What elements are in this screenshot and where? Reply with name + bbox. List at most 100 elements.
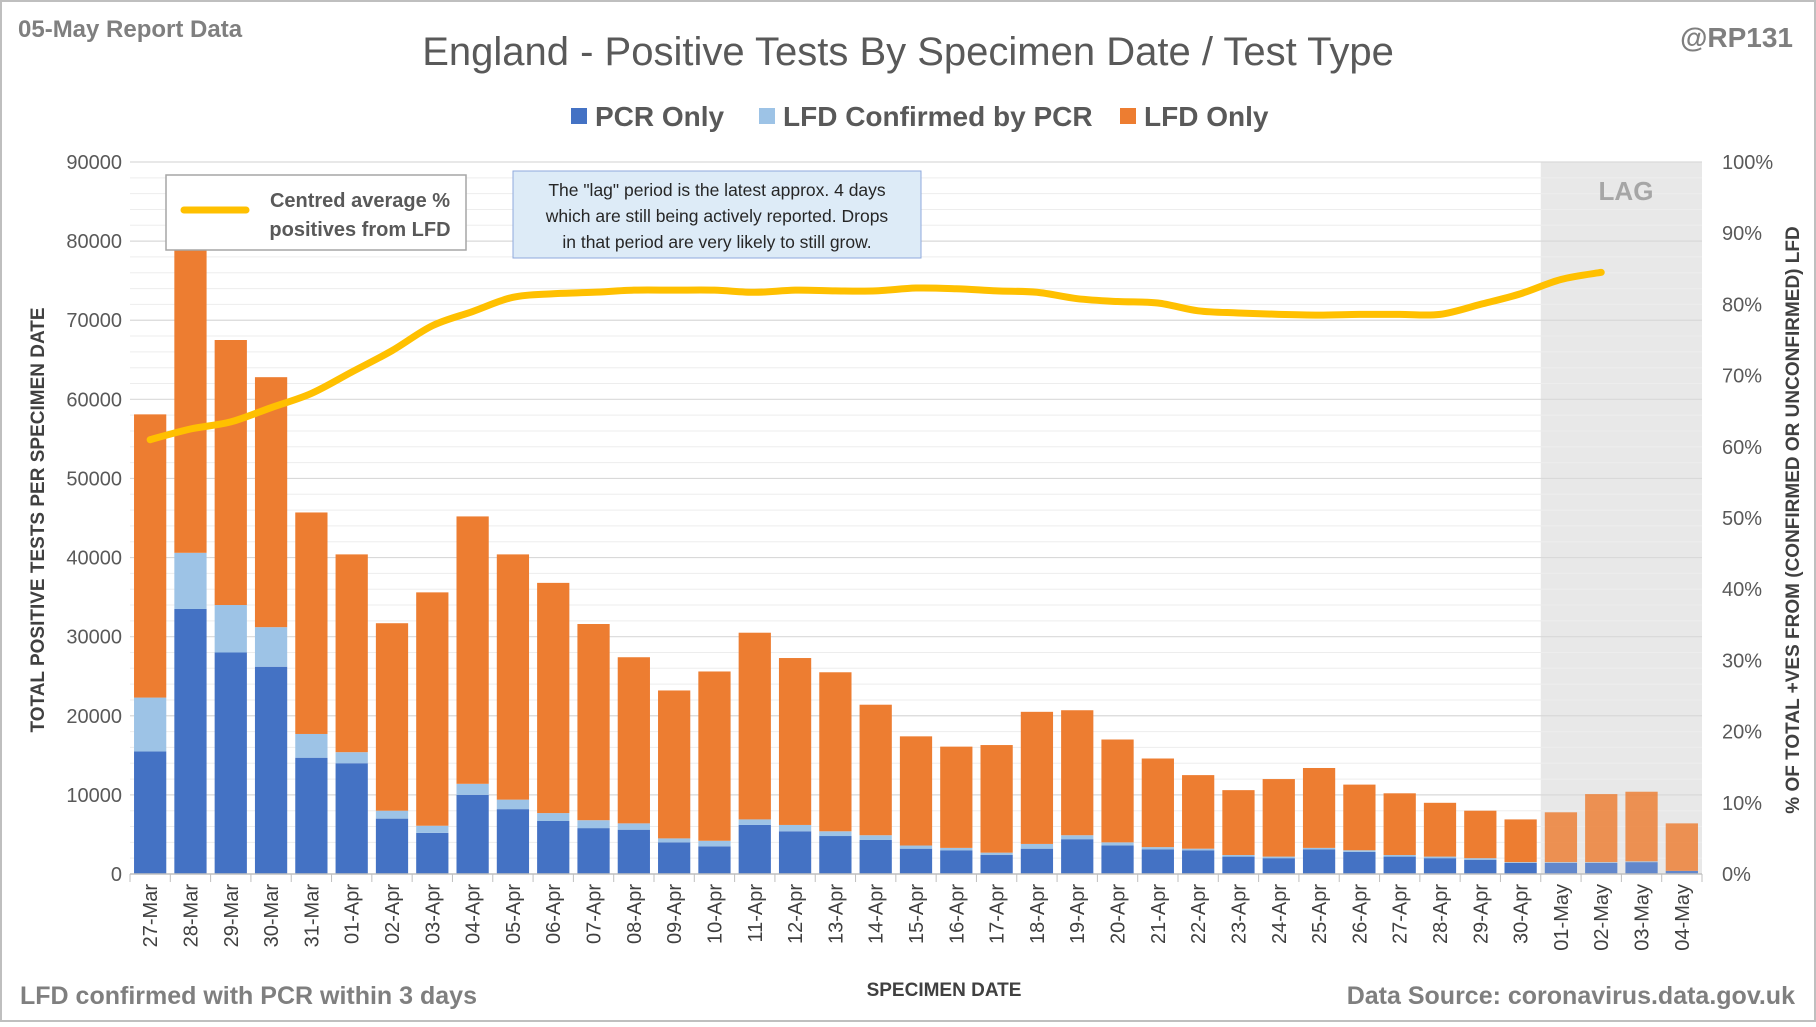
bar-pcr-only-19-Apr <box>1061 839 1094 874</box>
x-tick-label: 08-Apr <box>624 884 646 944</box>
bar-lfd-only-18-Apr <box>1020 711 1054 844</box>
y-tick-label: 20000 <box>66 706 122 728</box>
legend: PCR Only LFD Confirmed by PCR LFD Only <box>571 101 1269 132</box>
bar-pcr-only-02-May <box>1585 862 1618 874</box>
bar-pcr-only-22-Apr <box>1182 850 1215 874</box>
bar-lfd-confirmed-by-pcr-10-Apr <box>698 840 731 847</box>
bar-pcr-only-01-Apr <box>335 763 368 874</box>
x-tick-label: 25-Apr <box>1309 884 1331 944</box>
bar-lfd-confirmed-by-pcr-29-Mar <box>214 605 247 653</box>
y2-tick-label: 90% <box>1722 223 1762 245</box>
bar-lfd-only-19-Apr <box>1061 710 1094 836</box>
bar-lfd-confirmed-by-pcr-25-Apr <box>1302 847 1336 850</box>
bar-lfd-only-31-Mar <box>295 512 328 734</box>
bar-pcr-only-24-Apr <box>1262 858 1295 874</box>
bar-lfd-only-28-Apr <box>1423 802 1457 857</box>
y2-tick-label: 30% <box>1722 650 1762 672</box>
bar-lfd-confirmed-by-pcr-01-Apr <box>335 752 368 764</box>
x-tick-label: 05-Apr <box>503 884 525 944</box>
x-tick-label: 04-Apr <box>463 884 485 944</box>
bar-pcr-only-03-Apr <box>416 832 449 874</box>
bar-lfd-confirmed-by-pcr-28-Mar <box>174 552 207 609</box>
bar-lfd-only-17-Apr <box>980 745 1013 853</box>
bar-pcr-only-07-Apr <box>577 828 610 874</box>
x-tick-label: 22-Apr <box>1188 884 1210 944</box>
bar-lfd-only-28-Mar <box>174 249 207 553</box>
bar-lfd-confirmed-by-pcr-02-Apr <box>375 810 409 819</box>
bar-pcr-only-31-Mar <box>295 757 328 874</box>
x-tick-label: 23-Apr <box>1228 884 1250 944</box>
y-tick-label: 50000 <box>66 468 122 490</box>
bar-pcr-only-27-Mar <box>134 751 167 874</box>
bar-lfd-only-01-Apr <box>335 554 368 753</box>
bar-lfd-only-01-May <box>1544 812 1578 863</box>
bar-lfd-only-30-Mar <box>254 377 288 628</box>
bar-pcr-only-02-Apr <box>375 818 409 874</box>
x-tick-label: 30-Apr <box>1511 884 1533 944</box>
data-source: Data Source: coronavirus.data.gov.uk <box>1347 982 1795 1010</box>
bar-lfd-only-26-Apr <box>1343 784 1376 851</box>
legend-swatch-lfd-only <box>1120 108 1136 124</box>
x-tick-label: 20-Apr <box>1108 884 1130 944</box>
bar-lfd-only-14-Apr <box>859 704 892 836</box>
bar-lfd-confirmed-by-pcr-03-Apr <box>416 825 449 833</box>
x-tick-label: 29-Apr <box>1470 884 1492 944</box>
bar-pcr-only-26-Apr <box>1343 851 1376 874</box>
bar-pcr-only-21-Apr <box>1141 849 1174 874</box>
y2-tick-label: 80% <box>1722 294 1762 316</box>
bar-lfd-only-27-Mar <box>134 414 167 698</box>
legend-swatch-pcr-only <box>571 108 587 124</box>
x-tick-label: 13-Apr <box>825 884 847 944</box>
x-tick-label: 14-Apr <box>866 884 888 944</box>
x-tick-label: 07-Apr <box>584 884 606 944</box>
line-legend-text-2: positives from LFD <box>269 219 450 241</box>
x-tick-label: 11-Apr <box>745 884 767 943</box>
bar-lfd-confirmed-by-pcr-06-Apr <box>537 813 570 821</box>
y2-tick-label: 0% <box>1722 864 1751 886</box>
bar-pcr-only-20-Apr <box>1101 845 1134 874</box>
lag-note: The "lag" period is the latest approx. 4… <box>512 170 922 259</box>
bar-lfd-confirmed-by-pcr-17-Apr <box>980 852 1013 856</box>
bar-pcr-only-05-Apr <box>496 809 530 874</box>
bar-lfd-only-10-Apr <box>698 671 731 841</box>
bar-lfd-confirmed-by-pcr-08-Apr <box>617 823 650 830</box>
x-tick-label: 15-Apr <box>906 884 928 944</box>
bar-lfd-confirmed-by-pcr-30-Apr <box>1504 862 1537 863</box>
y2-tick-label: 40% <box>1722 579 1762 601</box>
x-tick-label: 24-Apr <box>1269 884 1291 944</box>
x-tick-label: 01-May <box>1551 884 1573 951</box>
lag-shade <box>1540 162 1702 874</box>
bar-lfd-confirmed-by-pcr-09-Apr <box>658 838 691 843</box>
bar-pcr-only-29-Mar <box>214 652 247 874</box>
bar-lfd-only-04-Apr <box>456 516 489 784</box>
y2-tick-label: 100% <box>1722 152 1773 174</box>
x-tick-label: 09-Apr <box>664 884 686 944</box>
x-tick-label: 02-Apr <box>382 884 404 944</box>
x-tick-label: 17-Apr <box>987 884 1009 944</box>
bar-lfd-confirmed-by-pcr-07-Apr <box>577 820 610 829</box>
bar-pcr-only-18-Apr <box>1020 848 1054 874</box>
bar-lfd-only-24-Apr <box>1262 779 1295 857</box>
bar-lfd-only-02-Apr <box>375 623 409 811</box>
bar-pcr-only-04-Apr <box>456 794 489 874</box>
bar-lfd-only-13-Apr <box>819 672 852 832</box>
bar-lfd-only-04-May <box>1665 823 1698 871</box>
bar-lfd-confirmed-by-pcr-04-Apr <box>456 783 489 795</box>
y2-tick-label: 60% <box>1722 437 1762 459</box>
bar-lfd-only-25-Apr <box>1302 767 1336 848</box>
x-tick-label: 16-Apr <box>946 884 968 944</box>
bar-lfd-confirmed-by-pcr-03-May <box>1625 861 1658 863</box>
footer-note: LFD confirmed with PCR within 3 days <box>20 982 477 1010</box>
legend-swatch-lfd-confirmed <box>759 108 775 124</box>
y-tick-label: 30000 <box>66 627 122 649</box>
bar-lfd-only-30-Apr <box>1504 819 1537 863</box>
line-legend-box: Centred average % positives from LFD <box>165 174 467 251</box>
bar-pcr-only-04-May <box>1665 870 1698 874</box>
bar-lfd-only-03-May <box>1625 791 1658 862</box>
y-axis-left: 0 10000 20000 30000 40000 50000 60000 70000 8000… <box>66 152 122 886</box>
bar-pcr-only-15-Apr <box>899 848 933 874</box>
y2-tick-label: 10% <box>1722 793 1762 815</box>
bar-lfd-confirmed-by-pcr-24-Apr <box>1262 856 1295 859</box>
